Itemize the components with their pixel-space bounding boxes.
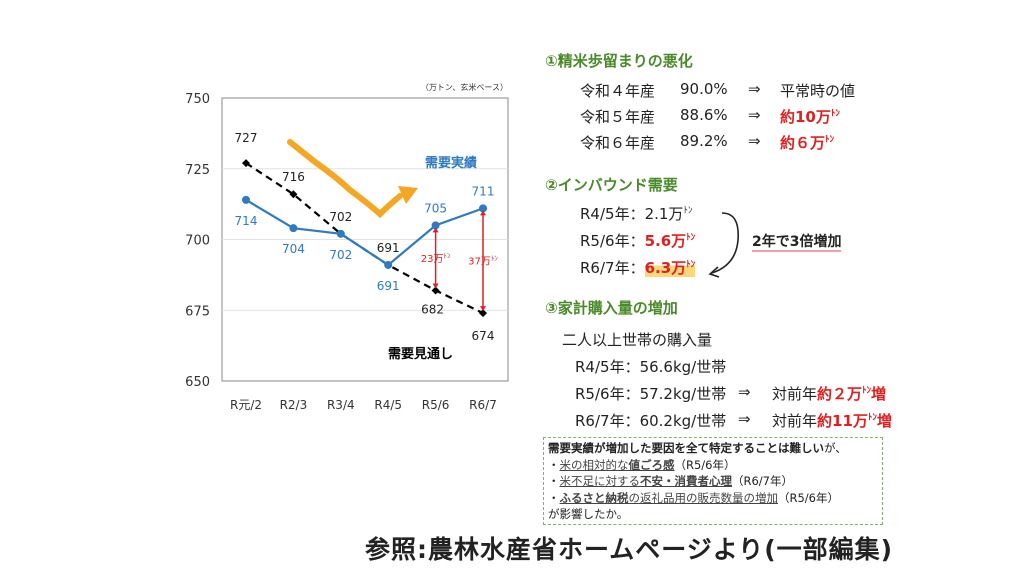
gap-label: 37万ﾄﾝ — [468, 255, 498, 268]
arrow-icon: ⇒ — [748, 80, 761, 98]
actual-label: 702 — [329, 248, 352, 262]
yield-result: 平常時の値 — [780, 82, 856, 100]
purchase-change: 対前年約２万ﾄﾝ増 — [772, 385, 887, 403]
yield-row: 令和４年産 — [580, 82, 656, 100]
forecast-label: 674 — [472, 329, 495, 343]
y-tick-label: 650 — [185, 375, 210, 390]
arrow-icon: ⇒ — [738, 410, 751, 428]
actual-point — [336, 229, 345, 238]
x-tick-label: R6/7 — [469, 398, 497, 412]
forecast-point — [242, 159, 250, 168]
yield-pct: 90.0% — [680, 80, 728, 98]
purchase-row: R6/7年：60.2kg/世帯 — [575, 412, 727, 430]
y-tick-label: 700 — [185, 234, 210, 249]
forecast-point — [289, 190, 298, 199]
forecast-label: 702 — [329, 210, 352, 224]
yield-result: 約10万ﾄﾝ — [780, 108, 840, 126]
x-tick-label: R元/2 — [230, 398, 262, 412]
purchase-row: R5/6年：57.2kg/世帯 — [575, 385, 727, 403]
section2-title: ②インバウンド需要 — [545, 176, 678, 194]
actual-line — [245, 198, 484, 267]
y-tick-label: 750 — [185, 92, 210, 107]
section1-title: ①精米歩留まりの悪化 — [545, 52, 693, 70]
y-tick-label: 725 — [185, 163, 210, 178]
note-bullet-2: ・米不足に対する不安・消費者心理（R6/7年） — [548, 474, 793, 488]
note-lead-rest: が、 — [824, 441, 847, 455]
x-tick-label: R3/4 — [327, 398, 355, 412]
arrow-icon: ⇒ — [738, 383, 751, 401]
actual-point — [479, 204, 487, 213]
arrow-icon: ⇒ — [748, 132, 761, 150]
section3-subtitle: 二人以上世帯の購入量 — [562, 331, 713, 349]
legend-actual: 需要実績 — [425, 155, 477, 171]
factors-note-box: 需要実績が増加した要因を全て特定することは難しいが、 ・米の相対的な値ごろ感（R… — [543, 437, 883, 525]
trend-arrow-head-icon — [398, 186, 418, 204]
yield-result: 約６万ﾄﾝ — [780, 134, 835, 152]
actual-label: 714 — [235, 214, 258, 228]
purchase-change: 対前年約11万ﾄﾝ増 — [772, 412, 892, 430]
inbound-growth-note: 2年で3倍増加 — [752, 234, 842, 252]
forecast-point — [431, 286, 440, 295]
yield-pct: 89.2% — [680, 132, 728, 150]
arrow-icon: ⇒ — [748, 106, 761, 124]
forecast-label: 691 — [377, 241, 400, 255]
actual-label: 711 — [472, 184, 495, 198]
actual-point — [289, 224, 298, 233]
yield-row: 令和６年産 — [580, 134, 656, 152]
actual-label: 705 — [424, 201, 447, 215]
inbound-row: R4/5年：2.1万ﾄﾝ — [580, 205, 693, 223]
note-end: が影響したか。 — [548, 507, 629, 521]
actual-point — [242, 195, 250, 204]
unit-note: （万トン、玄米ベース） — [421, 82, 508, 92]
inbound-row: R6/7年：6.3万ﾄﾝ — [580, 259, 696, 277]
x-tick-label: R2/3 — [280, 398, 308, 412]
section3-title: ③家計購入量の増加 — [545, 299, 678, 317]
x-tick-label: R5/6 — [422, 398, 450, 412]
purchase-row: R4/5年：56.6kg/世帯 — [575, 358, 727, 376]
forecast-label: 727 — [235, 131, 258, 145]
y-tick-label: 675 — [185, 304, 210, 319]
source-footer: 参照:農林水産省ホームページより(一部編集) — [365, 535, 894, 564]
yield-row: 令和５年産 — [580, 108, 656, 126]
yield-pct: 88.6% — [680, 106, 728, 124]
note-bullet-3: ・ふるさと納税の返礼品用の販売数量の増加（R5/6年） — [548, 490, 839, 505]
forecast-point — [479, 309, 487, 318]
inbound-row: R5/6年：5.6万ﾄﾝ — [580, 232, 696, 250]
actual-label: 691 — [377, 279, 400, 293]
trend-arrow — [287, 139, 403, 219]
legend-forecast: 需要見通し — [388, 346, 453, 362]
note-lead: 需要実績が増加した要因を全て特定することは難しい — [548, 441, 824, 455]
gap-label: 23万ﾄﾝ — [421, 252, 451, 265]
curved-arrow-icon — [708, 212, 739, 278]
note-bullet-1: ・米の相対的な値ごろ感（R5/6年） — [548, 457, 736, 472]
actual-label: 704 — [282, 242, 305, 256]
actual-point — [431, 221, 440, 230]
forecast-label: 716 — [282, 170, 305, 184]
x-tick-label: R4/5 — [374, 398, 402, 412]
forecast-line — [245, 162, 484, 315]
forecast-label: 682 — [421, 302, 444, 316]
actual-point — [384, 260, 393, 269]
